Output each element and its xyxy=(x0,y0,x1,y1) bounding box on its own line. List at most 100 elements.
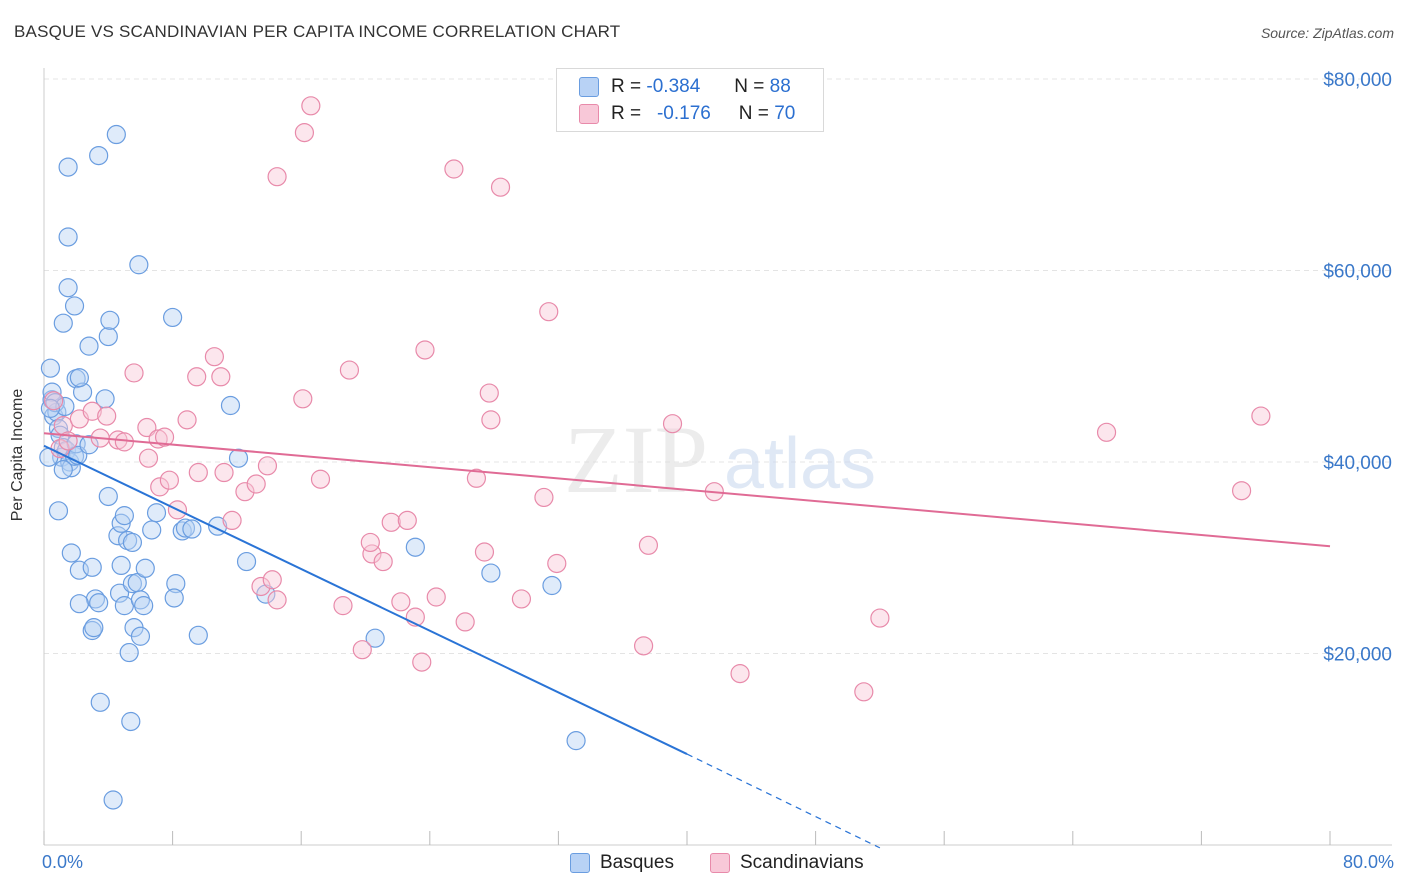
watermark-atlas-text: atlas xyxy=(724,424,876,504)
scandinavians-point-26 xyxy=(267,590,287,610)
basques-point-50 xyxy=(175,518,196,538)
basques-point-16 xyxy=(79,435,99,455)
scandinavians-point-24 xyxy=(251,576,271,597)
basques-point-72 xyxy=(79,336,99,356)
y-tick-label-2: $60,000 xyxy=(1323,262,1392,283)
scandinavians-point-48 xyxy=(474,542,495,562)
legend-n-label: N = xyxy=(734,76,765,97)
basques-point-53 xyxy=(188,625,208,645)
scandinavians-point-34 xyxy=(339,360,360,380)
scandinavians-point-19 xyxy=(214,462,234,483)
trend-lines xyxy=(43,432,1331,849)
scandinavians-point-69 xyxy=(490,177,511,197)
scandinavians-point-67 xyxy=(301,96,321,116)
basques-point-58 xyxy=(405,537,425,557)
basques-point-27 xyxy=(69,594,89,614)
scandinavians-point-50 xyxy=(481,410,501,430)
legend-row-scandinavians: R = -0.176 N = 70 xyxy=(579,102,795,126)
scandinavians-point-64 xyxy=(1251,406,1271,426)
basques-point-64 xyxy=(95,389,115,409)
scandinavians-point-63 xyxy=(1231,481,1252,501)
basques-point-22 xyxy=(82,557,102,577)
basques-point-51 xyxy=(182,519,202,539)
scandinavians-point-16 xyxy=(159,470,179,490)
basques-point-48 xyxy=(164,588,184,608)
scandinavians-point-32 xyxy=(310,469,331,489)
legend-swatch-basques xyxy=(579,77,599,97)
scandinavians-point-11 xyxy=(137,417,157,438)
axes xyxy=(43,68,1392,846)
watermark-zip-text: ZIP xyxy=(564,406,708,513)
basques-point-70 xyxy=(100,310,120,330)
basques-point-68 xyxy=(64,296,85,316)
basques-point-38 xyxy=(135,558,155,578)
basques-point-57 xyxy=(365,628,385,648)
basques-point-44 xyxy=(119,642,139,663)
basques-point-78 xyxy=(89,146,109,166)
basques-point-33 xyxy=(122,532,143,553)
x-tick-label-max: 80.0% xyxy=(1342,852,1394,872)
basques-trend-extension xyxy=(686,753,881,849)
scandinavians-point-22 xyxy=(257,456,278,476)
basques-point-19 xyxy=(48,501,69,521)
scandinavians-point-41 xyxy=(397,510,417,531)
x-tick-label-min: 0.0% xyxy=(42,852,84,872)
basques-point-69 xyxy=(98,326,118,347)
basques-point-60 xyxy=(542,575,562,596)
scandinavians-point-43 xyxy=(412,652,432,672)
basques-point-26 xyxy=(84,618,104,638)
basques-point-59 xyxy=(481,563,501,583)
basques-point-35 xyxy=(109,583,130,603)
basques-point-74 xyxy=(163,307,183,328)
scandinavians-point-31 xyxy=(293,389,313,409)
scandinavians-point-39 xyxy=(381,512,401,532)
correlation-legend: R = -0.384 N = 88 R = -0.176 N = 70 xyxy=(556,68,824,132)
scandinavians-point-30 xyxy=(204,347,224,367)
scandinavians-point-52 xyxy=(534,487,554,508)
basques-point-55 xyxy=(236,551,257,572)
scandinavians-point-21 xyxy=(246,474,266,494)
basques-point-71 xyxy=(53,313,73,333)
basques-point-76 xyxy=(58,227,78,247)
basques-point-17 xyxy=(55,396,75,417)
scandinavians-point-27 xyxy=(211,367,231,387)
source-label: Source: ZipAtlas.com xyxy=(1260,25,1394,41)
scandinavians-point-20 xyxy=(235,482,255,502)
scandinavians-point-55 xyxy=(638,535,659,555)
bottom-legend-swatch-scandinavians xyxy=(710,853,730,873)
scandinavians-point-28 xyxy=(187,367,207,387)
scandinavians-point-45 xyxy=(415,340,435,360)
legend-n-value-basques: 88 xyxy=(769,76,791,97)
scandinavians-point-37 xyxy=(360,532,380,553)
bottom-legend-basques: Basques xyxy=(570,852,674,874)
basques-point-24 xyxy=(89,593,109,613)
legend-r-value-scandinavians: -0.176 xyxy=(656,103,711,124)
bottom-legend-label-basques: Basques xyxy=(600,852,674,873)
basques-point-43 xyxy=(130,626,151,646)
legend-r-label: R = xyxy=(611,103,642,124)
y-tick-label-3: $80,000 xyxy=(1323,70,1392,91)
scandinavians-point-40 xyxy=(391,592,411,612)
legend-n-label: N = xyxy=(738,103,769,124)
basques-point-20 xyxy=(61,543,81,563)
scandinavians-point-13 xyxy=(154,427,175,447)
basques-points xyxy=(39,124,586,810)
scandinavians-trend-line xyxy=(43,432,1331,548)
basques-point-41 xyxy=(134,596,154,616)
basques-point-47 xyxy=(166,574,186,594)
scandinavians-point-56 xyxy=(633,636,654,656)
basques-point-2 xyxy=(40,358,61,378)
scandinavians-point-49 xyxy=(479,383,499,403)
basques-point-83 xyxy=(103,790,123,810)
basques-point-39 xyxy=(114,596,134,616)
scandinavians-point-6 xyxy=(97,406,117,426)
scandinavians-point-10 xyxy=(138,448,159,468)
y-tick-label-0: $20,000 xyxy=(1323,645,1392,666)
basques-point-75 xyxy=(129,255,149,275)
legend-r-value-basques: -0.384 xyxy=(646,76,701,97)
legend-r-label: R = xyxy=(611,76,642,97)
legend-n-value-scandinavians: 70 xyxy=(774,103,796,124)
basques-point-65 xyxy=(69,368,89,388)
scandinavians-point-61 xyxy=(870,608,890,628)
